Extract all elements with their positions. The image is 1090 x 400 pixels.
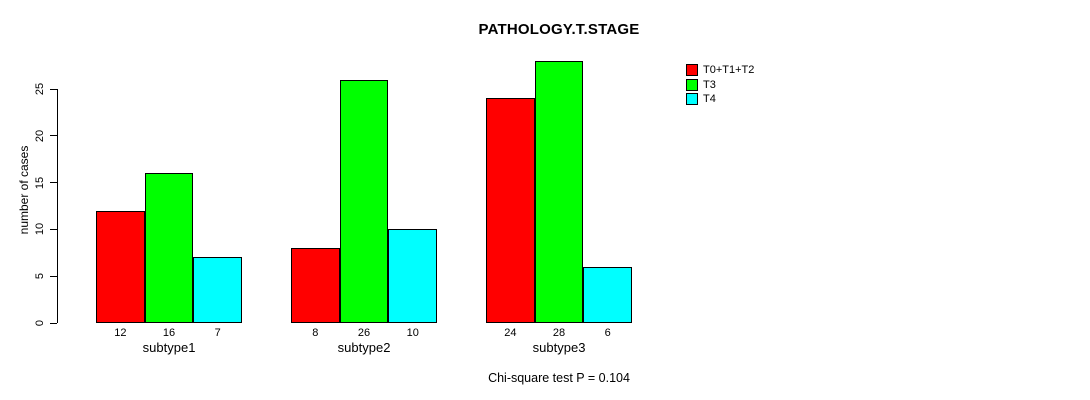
bar-value-label: 16 [162,327,176,339]
legend-swatch [686,64,698,76]
bar-value-label: 28 [552,327,566,339]
bar [339,79,389,323]
bar [583,266,633,323]
bar [193,257,243,323]
y-axis-label: number of cases [17,145,31,235]
bar-value-label: 24 [504,327,517,339]
y-tick [50,135,57,137]
legend-label: T0+T1+T2 [703,64,755,76]
bar-value-label: 7 [214,327,221,339]
bar-value-label: 6 [604,327,611,339]
bar [486,98,535,323]
y-tick-label: 15 [34,176,46,189]
y-axis-line [57,89,58,323]
bar [388,229,438,323]
legend-label: T4 [703,93,716,106]
category-label: subtype2 [337,340,391,355]
bar-value-label: 8 [312,327,319,339]
y-tick [50,275,57,277]
y-tick [50,182,57,184]
y-tick [50,228,57,230]
legend-label: T3 [703,78,716,91]
bar-value-label: 10 [406,327,419,339]
bar [534,60,584,323]
chart-title: PATHOLOGY.T.STAGE [478,21,640,38]
y-tick-label: 0 [34,319,46,327]
annotation-text: Chi-square test P = 0.104 [488,371,630,385]
y-tick [50,322,57,324]
bar-value-label: 12 [114,327,127,339]
y-tick-label: 5 [34,273,46,280]
y-tick-label: 20 [34,129,46,142]
y-tick-label: 10 [34,223,46,236]
bar [144,173,194,323]
bar-value-label: 26 [357,327,371,339]
legend-swatch [686,93,698,106]
category-label: subtype1 [142,340,196,355]
legend-swatch [686,78,698,91]
bar [291,248,340,323]
y-tick [50,88,57,90]
category-label: subtype3 [532,340,586,355]
y-tick-label: 25 [34,82,46,96]
bar [96,210,145,323]
